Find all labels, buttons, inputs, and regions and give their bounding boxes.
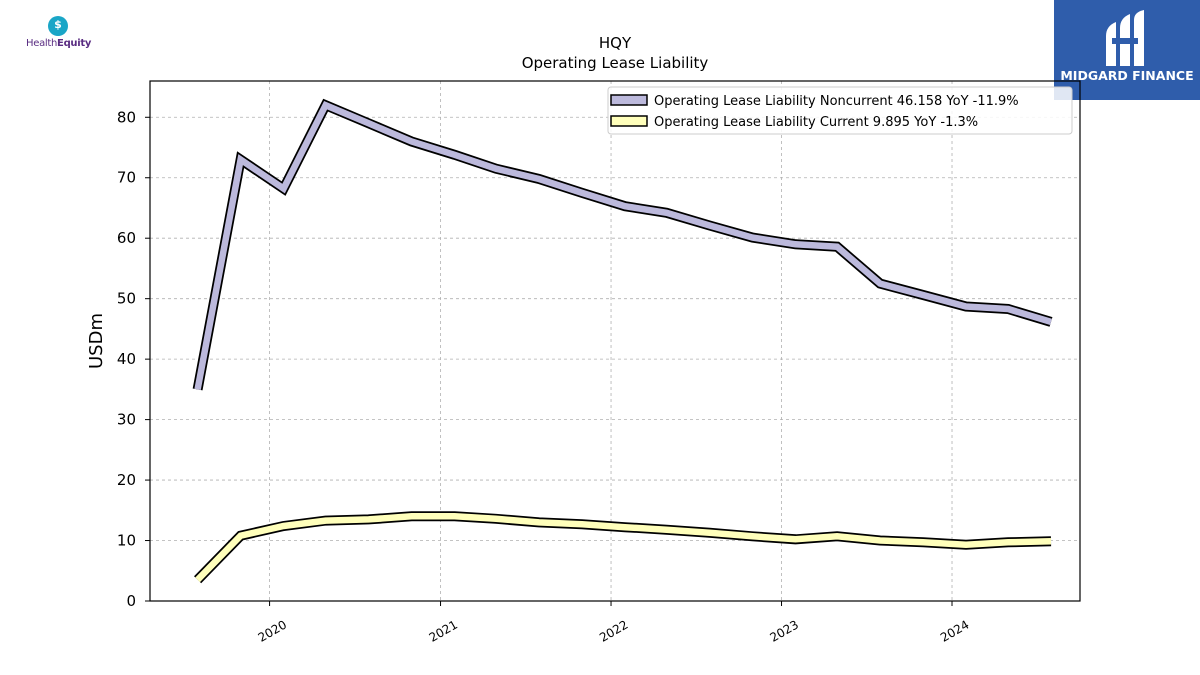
y-tick-label: 10 bbox=[117, 532, 136, 550]
x-tick-label: 2021 bbox=[427, 617, 460, 644]
y-tick-label: 40 bbox=[117, 350, 136, 368]
plot-frame bbox=[149, 80, 1081, 602]
healthequity-logo: $ HealthEquity bbox=[26, 14, 96, 54]
x-tick-label: 2023 bbox=[768, 617, 801, 644]
midgard-monogram-icon bbox=[1106, 10, 1144, 66]
x-tick-label: 2022 bbox=[597, 617, 630, 644]
legend-swatch-noncurrent bbox=[610, 94, 648, 106]
healthequity-wordmark: HealthEquity bbox=[26, 38, 92, 49]
legend-label-current: Operating Lease Liability Current 9.895 … bbox=[654, 115, 978, 130]
legend-label-noncurrent: Operating Lease Liability Noncurrent 46.… bbox=[654, 94, 1019, 109]
y-tick-label: 50 bbox=[117, 290, 136, 308]
chart-subtitle: Operating Lease Liability bbox=[522, 54, 709, 72]
legend-swatch-current bbox=[610, 115, 648, 127]
axes: 0 10 20 30 40 50 60 70 80 2020 2021 2022 2023 2024 bbox=[117, 108, 972, 645]
y-tick-label: 60 bbox=[117, 229, 136, 247]
y-tick-label: 0 bbox=[126, 592, 136, 610]
legend: Operating Lease Liability Noncurrent 46.… bbox=[607, 86, 1073, 135]
series-line-noncurrent bbox=[194, 101, 1052, 390]
y-tick-label: 80 bbox=[117, 108, 136, 126]
x-tick-label: 2020 bbox=[256, 617, 289, 644]
x-tick-label: 2024 bbox=[938, 617, 971, 644]
chart-title: HQY bbox=[599, 34, 632, 52]
series-layer bbox=[192, 98, 1053, 584]
midgard-finance-logo: MIDGARD FINANCE bbox=[1054, 0, 1200, 100]
legend-box bbox=[607, 86, 1073, 135]
y-axis-label: USDm bbox=[86, 313, 107, 369]
y-tick-label: 30 bbox=[117, 411, 136, 429]
series-line-current bbox=[195, 513, 1052, 583]
y-tick-label: 20 bbox=[117, 471, 136, 489]
dollar-drop-icon: $ bbox=[48, 16, 68, 36]
series-outline-noncurrent bbox=[192, 98, 1053, 391]
brand-name: MIDGARD FINANCE bbox=[1060, 68, 1194, 83]
y-tick-label: 70 bbox=[117, 169, 136, 187]
